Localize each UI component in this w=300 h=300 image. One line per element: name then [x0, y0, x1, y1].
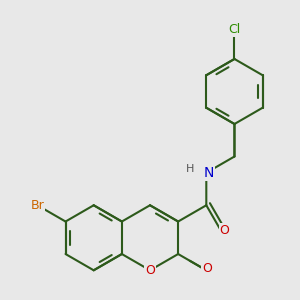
Text: O: O — [220, 224, 230, 237]
Text: O: O — [145, 264, 155, 277]
Text: N: N — [204, 166, 214, 180]
Text: Cl: Cl — [228, 23, 241, 36]
Text: Br: Br — [31, 199, 44, 212]
Text: O: O — [202, 262, 212, 275]
Text: H: H — [185, 164, 194, 174]
